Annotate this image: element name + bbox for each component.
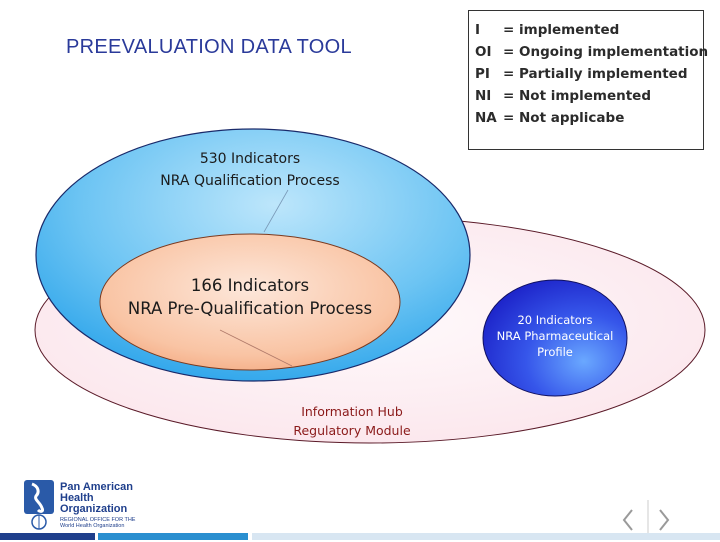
qualification-label: 530 Indicators NRA Qualification Process (160, 151, 340, 189)
page-title: PREEVALUATION DATA TOOL (66, 36, 352, 58)
legend-item-i: I = implemented (475, 22, 620, 38)
pharma-profile-ellipse (482, 279, 628, 397)
leader-line-preq (219, 329, 293, 367)
logo-subtitle: REGIONAL OFFICE FOR THE World Health Org… (60, 517, 136, 529)
pharma-profile-label: 20 Indicators NRA Pharmaceutical Profile (496, 313, 614, 359)
chevron-right-icon[interactable] (659, 509, 670, 531)
chevron-left-icon[interactable] (622, 509, 633, 531)
footer-bar (0, 533, 720, 540)
legend-item-oi: OI = Ongoing implementation (475, 44, 709, 60)
prequalification-ellipse (99, 233, 401, 371)
globe-icon (24, 480, 54, 530)
paho-logo: Pan American Health Organization REGIONA… (22, 470, 152, 530)
legend-item-ni: NI = Not implemented (475, 88, 651, 104)
slide-navigation (618, 498, 678, 538)
legend-item-na: NA = Not applicabe (475, 110, 625, 126)
prequalification-label: 166 Indicators NRA Pre-Qualification Pro… (127, 276, 373, 318)
leader-line-qual (263, 189, 289, 233)
legend-item-pi: PI = Partially implemented (475, 66, 688, 82)
logo-name: Pan American Health Organization (60, 481, 133, 515)
legend-box: I = implemented OI = Ongoing implementatio… (468, 10, 709, 150)
info-hub-label: Information Hub Regulatory Module (293, 404, 411, 438)
